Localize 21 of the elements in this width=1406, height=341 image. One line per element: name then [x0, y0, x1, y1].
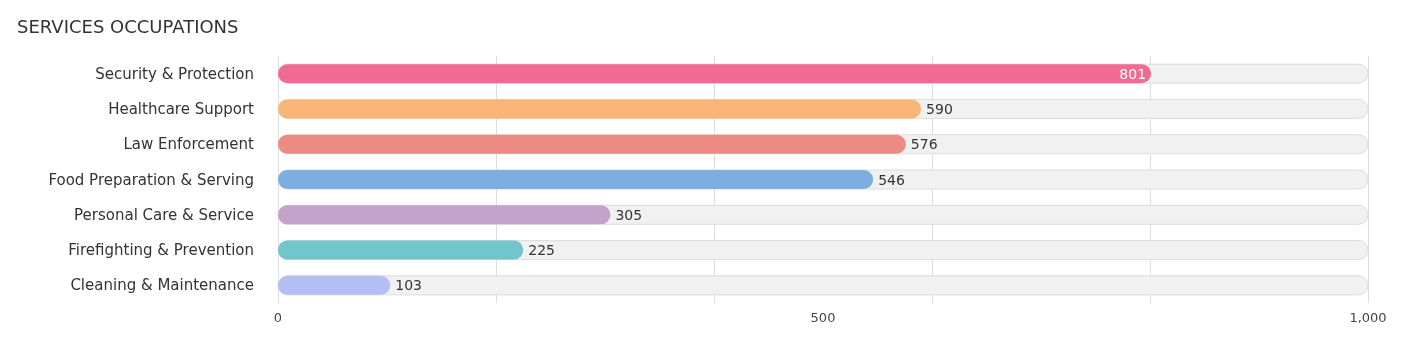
- bar: [278, 240, 524, 260]
- x-tick-label: 0: [273, 310, 283, 325]
- x-tick-label: 500: [810, 310, 836, 325]
- data-label: 590: [926, 100, 953, 117]
- y-tick-label: Law Enforcement: [123, 135, 255, 154]
- data-label: 103: [395, 277, 422, 294]
- data-label: 546: [878, 171, 905, 188]
- bar: [278, 275, 391, 295]
- data-label: 225: [528, 242, 555, 259]
- y-tick-label: Security & Protection: [95, 64, 254, 83]
- data-label: 576: [910, 136, 938, 153]
- y-tick-label: Cleaning & Maintenance: [70, 276, 254, 295]
- y-tick-label: Firefighting & Prevention: [68, 241, 254, 260]
- text: SERVICES OCCUPATIONS: [17, 15, 239, 37]
- y-tick-label: Healthcare Support: [108, 99, 255, 118]
- x-tick-label: 1,000: [1349, 310, 1387, 325]
- bar: [278, 205, 611, 225]
- data-label: 305: [615, 206, 643, 223]
- data-label: 801: [1119, 65, 1147, 82]
- y-tick-label: Personal Care & Service: [74, 205, 254, 224]
- y-tick-label: Food Preparation & Serving: [48, 170, 254, 189]
